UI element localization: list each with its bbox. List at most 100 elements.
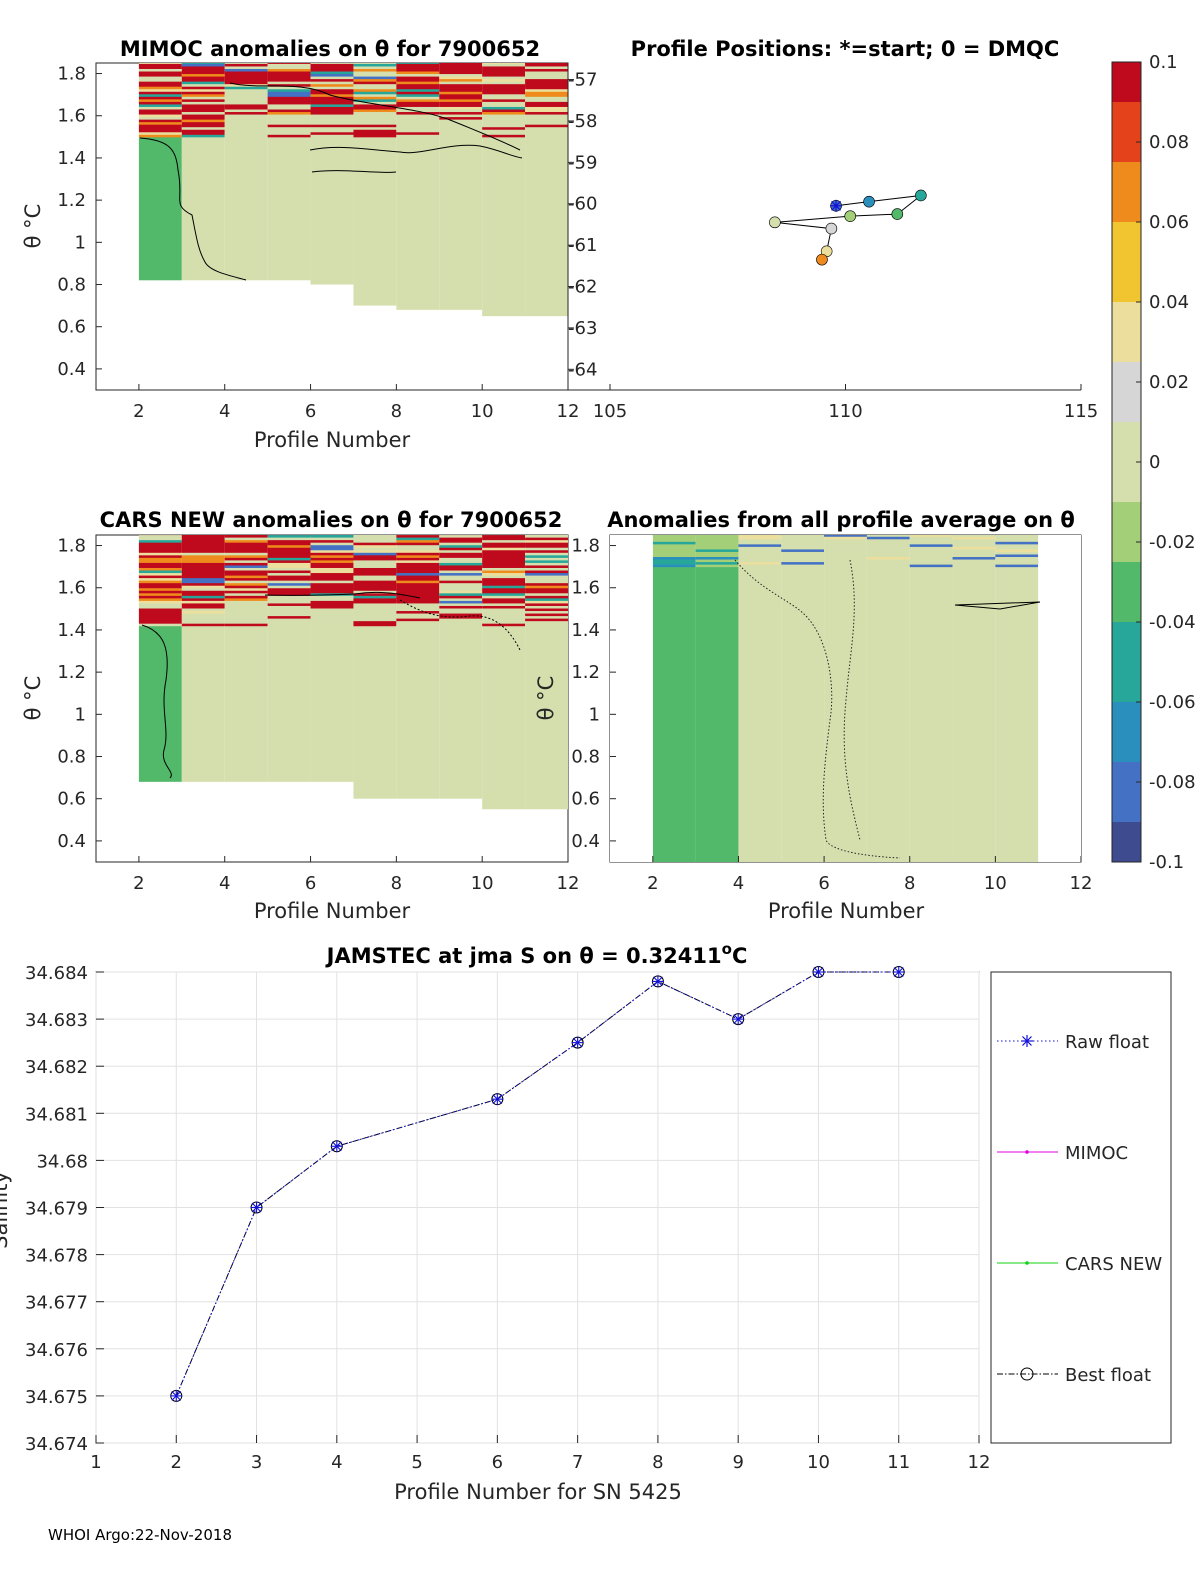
heatmap-cell xyxy=(482,73,526,77)
heatmap-cell xyxy=(181,547,225,551)
mimoc-contour-line xyxy=(311,170,397,173)
heatmap-cell xyxy=(439,535,483,538)
heatmap-cell xyxy=(781,543,825,547)
colorbar-tick-label: 0.02 xyxy=(1149,372,1189,393)
heatmap-cell xyxy=(396,572,440,576)
heatmap-cell xyxy=(181,625,225,782)
salinity-y-tick-label: 34.675 xyxy=(25,1387,88,1408)
cars-x-tick-label: 2 xyxy=(133,873,144,894)
heatmap-cell xyxy=(695,559,739,563)
heatmap-cell xyxy=(866,543,910,547)
heatmap-cell xyxy=(138,81,182,85)
heatmap-cell xyxy=(310,535,354,536)
heatmap-cell xyxy=(995,556,1039,560)
heatmap-cell xyxy=(525,580,568,584)
heatmap-cell xyxy=(396,542,440,546)
heatmap-cell xyxy=(482,131,526,135)
heatmap-cell xyxy=(353,126,397,130)
heatmap-cell xyxy=(224,544,268,548)
heatmap-cell xyxy=(396,592,440,596)
heatmap-cell xyxy=(995,551,1039,555)
heatmap-cell xyxy=(738,551,782,555)
heatmap-cell xyxy=(138,592,182,596)
heatmap-cell xyxy=(525,93,568,97)
heatmap-cell xyxy=(353,570,397,574)
heatmap-cell xyxy=(138,535,182,538)
heatmap-cell xyxy=(482,613,526,617)
heatmap-cell xyxy=(439,607,483,612)
heatmap-cell xyxy=(310,610,354,614)
mimoc-anomaly-panel: MIMOC anomalies on θ for 7900652 Profile… xyxy=(21,37,579,452)
heatmap-cell xyxy=(353,83,397,87)
heatmap-cell xyxy=(824,538,867,542)
heatmap-cell xyxy=(224,535,268,536)
salinity-x-tick-label: 5 xyxy=(411,1452,422,1473)
heatmap-cell xyxy=(525,129,568,133)
heatmap-cell xyxy=(652,535,696,537)
heatmap-cell xyxy=(181,119,225,123)
heatmap-cell xyxy=(525,121,568,125)
salinity-y-tick-label: 34.681 xyxy=(25,1104,88,1125)
heatmap-cell xyxy=(138,126,182,130)
heatmap-cell xyxy=(224,101,268,105)
cars-title: CARS NEW anomalies on θ for 7900652 xyxy=(100,508,563,532)
heatmap-cell xyxy=(909,551,953,555)
heatmap-cell xyxy=(482,620,526,624)
heatmap-cell xyxy=(439,88,483,92)
heatmap-cell xyxy=(310,575,354,579)
average-x-tick-label: 10 xyxy=(984,873,1007,894)
heatmap-cell xyxy=(138,587,182,591)
heatmap-cell xyxy=(482,577,526,581)
heatmap-cell xyxy=(138,597,182,601)
heatmap-cell xyxy=(181,131,225,135)
heatmap-cell xyxy=(909,543,953,547)
heatmap-cell xyxy=(525,549,568,553)
heatmap-cell xyxy=(695,546,739,550)
heatmap-cell xyxy=(267,570,311,574)
salinity-x-tick-label: 10 xyxy=(807,1452,830,1473)
heatmap-cell xyxy=(396,587,440,591)
raw-float-marker xyxy=(250,1201,263,1214)
heatmap-cell xyxy=(181,129,225,133)
heatmap-cell xyxy=(525,623,568,627)
cars-y-tick-label: 1.4 xyxy=(57,620,86,641)
heatmap-cell xyxy=(525,86,568,90)
heatmap-cell xyxy=(738,553,782,558)
heatmap-cell xyxy=(353,592,397,596)
heatmap-cell xyxy=(224,68,268,72)
heatmap-cell xyxy=(482,549,526,553)
heatmap-cell xyxy=(824,556,867,560)
footer-credit: WHOI Argo:22-Nov-2018 xyxy=(48,1526,232,1544)
start-star-marker xyxy=(830,199,843,212)
heatmap-cell xyxy=(824,551,867,555)
heatmap-cell xyxy=(224,537,268,541)
mimoc-x-label: Profile Number xyxy=(254,428,411,452)
legend-item-mimoc: MIMOC xyxy=(997,1143,1128,1164)
salinity-grid xyxy=(95,971,980,1444)
heatmap-cell xyxy=(310,108,354,113)
heatmap-cell xyxy=(652,553,696,558)
heatmap-cell xyxy=(866,566,910,862)
heatmap-cell xyxy=(267,106,311,110)
colorbar-ticks: 0.1 0.08 0.06 0.04 0.02 0 -0.02 -0.04 -0.06 -0.08… xyxy=(1136,52,1196,873)
heatmap-cell xyxy=(525,587,568,591)
heatmap-cell xyxy=(396,570,440,574)
heatmap-cell xyxy=(781,566,825,862)
colorbar-tick-label: 0.06 xyxy=(1149,212,1189,233)
heatmap-cell xyxy=(396,623,440,627)
heatmap-cell xyxy=(353,131,397,135)
heatmap-cell xyxy=(181,564,225,568)
heatmap-cell xyxy=(439,65,483,69)
heatmap-cell xyxy=(181,101,225,105)
heatmap-cell xyxy=(396,595,440,599)
heatmap-cell xyxy=(353,539,397,543)
heatmap-cell xyxy=(396,559,440,563)
heatmap-cell xyxy=(267,592,311,596)
heatmap-cell xyxy=(525,557,568,561)
heatmap-cell xyxy=(781,541,825,545)
heatmap-cell xyxy=(995,541,1039,545)
heatmap-cell xyxy=(482,570,526,574)
colorbar-swatch xyxy=(1112,442,1141,463)
heatmap-cell xyxy=(439,549,483,553)
heatmap-cell xyxy=(781,546,825,550)
